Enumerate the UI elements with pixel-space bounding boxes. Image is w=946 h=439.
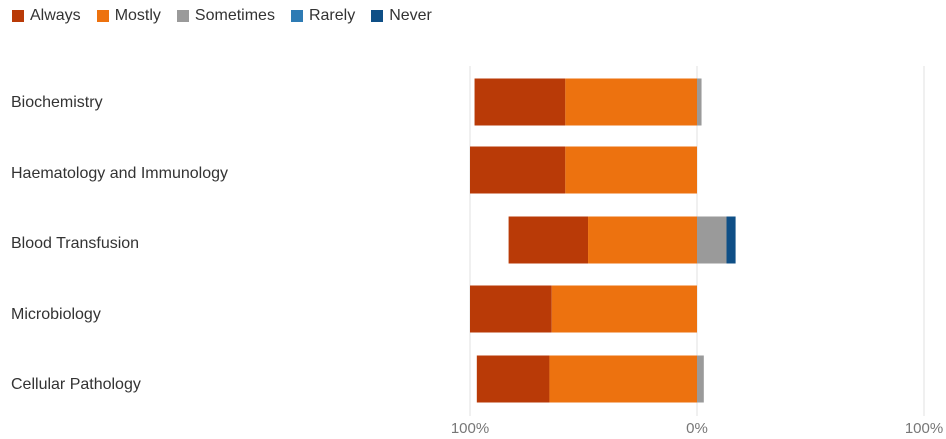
category-label-blood-transfusion: Blood Transfusion bbox=[11, 235, 140, 252]
legend-label-rarely: Rarely bbox=[308, 7, 356, 24]
legend-label-never: Never bbox=[389, 7, 432, 24]
bars-group bbox=[470, 78, 736, 403]
category-label-haematology-immunology: Haematology and Immunology bbox=[11, 165, 229, 182]
legend-swatch-mostly bbox=[96, 10, 109, 22]
category-label-cellular-pathology: Cellular Pathology bbox=[11, 376, 141, 393]
x-axis-tick-labels: 100% 0% 100% bbox=[451, 420, 943, 437]
x-tick-label-1: 0% bbox=[686, 420, 708, 437]
bar-always-1 bbox=[470, 146, 566, 194]
legend-item-rarely: Rarely bbox=[290, 7, 356, 25]
bar-always-2 bbox=[508, 216, 589, 264]
bar-mostly-0 bbox=[565, 78, 697, 126]
bar-mostly-2 bbox=[588, 216, 697, 264]
legend-item-sometimes: Sometimes bbox=[176, 7, 275, 25]
legend-label-always: Always bbox=[30, 7, 81, 24]
legend-swatch-rarely bbox=[290, 10, 303, 22]
bar-always-0 bbox=[474, 78, 566, 126]
bar-mostly-1 bbox=[565, 146, 697, 194]
legend-swatch-sometimes bbox=[176, 10, 189, 22]
x-tick-label-0: 100% bbox=[451, 420, 489, 437]
bar-sometimes-0 bbox=[697, 78, 702, 126]
bar-sometimes-2 bbox=[697, 216, 727, 264]
legend-swatch-never bbox=[371, 10, 384, 22]
chart-legend: Always Mostly Sometimes Rarely Never bbox=[12, 6, 432, 26]
bar-always-3 bbox=[470, 285, 552, 333]
legend-label-mostly: Mostly bbox=[114, 7, 161, 24]
legend-item-never: Never bbox=[371, 7, 432, 25]
legend-item-mostly: Mostly bbox=[96, 7, 161, 25]
bar-never-2 bbox=[726, 216, 736, 264]
category-label-biochemistry: Biochemistry bbox=[11, 94, 103, 111]
bar-always-4 bbox=[476, 355, 550, 403]
legend-item-always: Always bbox=[12, 7, 81, 25]
legend-label-sometimes: Sometimes bbox=[194, 7, 275, 24]
bar-mostly-3 bbox=[551, 285, 697, 333]
bar-sometimes-4 bbox=[697, 355, 704, 403]
category-label-microbiology: Microbiology bbox=[11, 306, 101, 323]
bar-mostly-4 bbox=[549, 355, 697, 403]
x-tick-label-2: 100% bbox=[905, 420, 943, 437]
legend-swatch-always bbox=[12, 10, 24, 22]
